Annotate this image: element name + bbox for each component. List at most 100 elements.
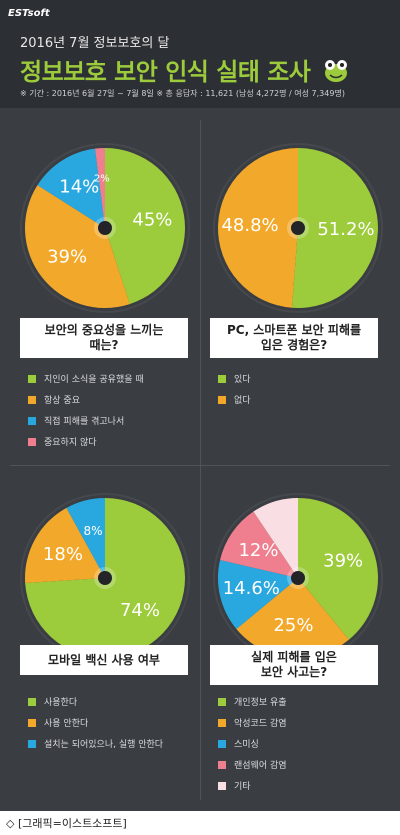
slice-value-label: 8% (84, 524, 103, 538)
legend-item: 설치는 되어있으나, 실행 안한다 (28, 737, 163, 750)
legend-label: 중요하지 않다 (44, 438, 97, 448)
slice-value-label: 51.2% (317, 219, 374, 240)
slice-value-label: 14% (59, 176, 99, 197)
pie-slice (94, 148, 105, 228)
legend-swatch (28, 718, 36, 727)
legend-swatch (28, 416, 36, 425)
pie-slice (218, 560, 298, 629)
legend-label: 개인정보 유출 (234, 698, 287, 708)
legend-label: 지인이 소식을 공유했을 때 (44, 375, 144, 385)
chart-question-1: 보안의 중요성을 느끼는 때는? (20, 318, 188, 358)
chart-question-4: 실제 피해를 입은 보안 사고는? (210, 645, 378, 685)
legend-swatch (218, 374, 226, 383)
pie-chart-3: 74% 18%8% (20, 493, 190, 663)
pie-slice (25, 507, 105, 584)
pie-chart-1: 45% 39% 14%2% (20, 143, 190, 313)
pie-chart-4: 39% 25% 14.6% 12% (213, 493, 383, 663)
legend-label: 설치는 되어있으나, 실행 안한다 (44, 740, 164, 750)
pie-slice (66, 498, 105, 578)
legend-item: 없다 (218, 393, 251, 406)
slice-value-label: 39% (47, 246, 87, 267)
question-line: 보안의 중요성을 느끼는 (44, 323, 164, 337)
legend-item: 개인정보 유출 (218, 695, 287, 708)
slice-value-label: 12% (238, 540, 278, 561)
legend-label: 직접 피해를 겪고나서 (44, 417, 125, 427)
legend-swatch (218, 781, 226, 790)
slice-value-label: 2% (94, 173, 110, 184)
page-title: 정보보호 보안 인식 실태 조사 (20, 58, 311, 86)
question-line: 보안 사고는? (260, 665, 328, 679)
legend-item: 직접 피해를 겪고나서 (28, 414, 124, 427)
header: ESTsoft 2016년 7월 정보보호의 달 정보보호 보안 인식 실태 조… (0, 0, 400, 108)
legend-swatch (218, 697, 226, 706)
legend-swatch (28, 437, 36, 446)
question-line: 때는? (89, 338, 119, 352)
brand-logo: ESTsoft (8, 8, 50, 19)
legend-label: 악성코드 감염 (234, 719, 287, 729)
legend-item: 지인이 소식을 공유했을 때 (28, 372, 144, 385)
legend-label: 사용한다 (44, 698, 78, 708)
slice-value-label: 39% (323, 551, 363, 572)
legend-swatch (28, 395, 36, 404)
question-line: PC, 스마트폰 보안 피해를 (226, 323, 362, 337)
legend-item: 스미싱 (218, 737, 259, 750)
pie-slice (298, 498, 379, 640)
legend-label: 항상 중요 (44, 396, 80, 406)
horizontal-divider (10, 465, 390, 466)
slice-value-label: 18% (43, 544, 83, 565)
legend-item: 사용한다 (28, 695, 77, 708)
legend-label: 있다 (234, 375, 251, 385)
legend-item: 악성코드 감염 (218, 716, 287, 729)
legend-label: 없다 (234, 396, 251, 406)
slice-value-label: 14.6% (223, 578, 280, 599)
pie-hub (98, 571, 112, 585)
legend-label: 사용 안한다 (44, 719, 89, 729)
pie-slice (105, 148, 186, 305)
legend-swatch (218, 395, 226, 404)
pie-slice (217, 148, 298, 308)
infographic-panel: ESTsoft 2016년 7월 정보보호의 달 정보보호 보안 인식 실태 조… (0, 0, 400, 811)
pie-slice (220, 511, 298, 578)
legend-label: 랜섬웨어 감염 (234, 761, 287, 771)
legend-item: 항상 중요 (28, 393, 80, 406)
legend-item: 랜섬웨어 감염 (218, 758, 287, 771)
supertitle: 2016년 7월 정보보호의 달 (20, 36, 170, 51)
pie-slice (291, 148, 378, 308)
legend-swatch (28, 374, 36, 383)
slice-value-label: 45% (132, 209, 172, 230)
pie-slice (236, 578, 349, 658)
decor-ring (213, 143, 383, 313)
slice-value-label: 74% (120, 600, 160, 621)
legend-label: 기타 (234, 782, 251, 792)
legend-swatch (218, 718, 226, 727)
pie-hub (291, 571, 305, 585)
question-line: 입은 경험은? (260, 338, 328, 352)
legend-label: 스미싱 (234, 740, 259, 750)
legend-swatch (28, 739, 36, 748)
graphic-credit: ◇ [그래픽=이스트소프트] (6, 817, 127, 830)
legend-swatch (28, 697, 36, 706)
pie-hub (291, 221, 305, 235)
legend-item: 있다 (218, 372, 251, 385)
chart-question-2: PC, 스마트폰 보안 피해를 입은 경험은? (210, 318, 378, 358)
legend-item: 기타 (218, 779, 251, 792)
legend-item: 중요하지 않다 (28, 435, 97, 448)
slice-value-label: 25% (273, 615, 313, 636)
pie-hub (98, 221, 112, 235)
mascot-icon (325, 60, 347, 82)
pie-slice (37, 148, 105, 228)
question-line: 모바일 백신 사용 여부 (48, 652, 160, 667)
legend-item: 사용 안한다 (28, 716, 88, 729)
slice-value-label: 48.8% (221, 215, 278, 236)
survey-period: ※ 기간 : 2016년 6월 27일 ~ 7월 8일 ※ 총 응답자 : 11… (20, 89, 345, 98)
vertical-divider (200, 120, 201, 800)
pie-chart-2: 51.2% 48.8% (213, 143, 383, 313)
pie-slice (253, 498, 298, 578)
question-line: 실제 피해를 입은 (251, 650, 337, 664)
legend-swatch (218, 739, 226, 748)
decor-ring (20, 143, 190, 313)
legend-swatch (218, 760, 226, 769)
chart-question-3: 모바일 백신 사용 여부 (20, 645, 188, 675)
pie-slice (24, 185, 130, 308)
